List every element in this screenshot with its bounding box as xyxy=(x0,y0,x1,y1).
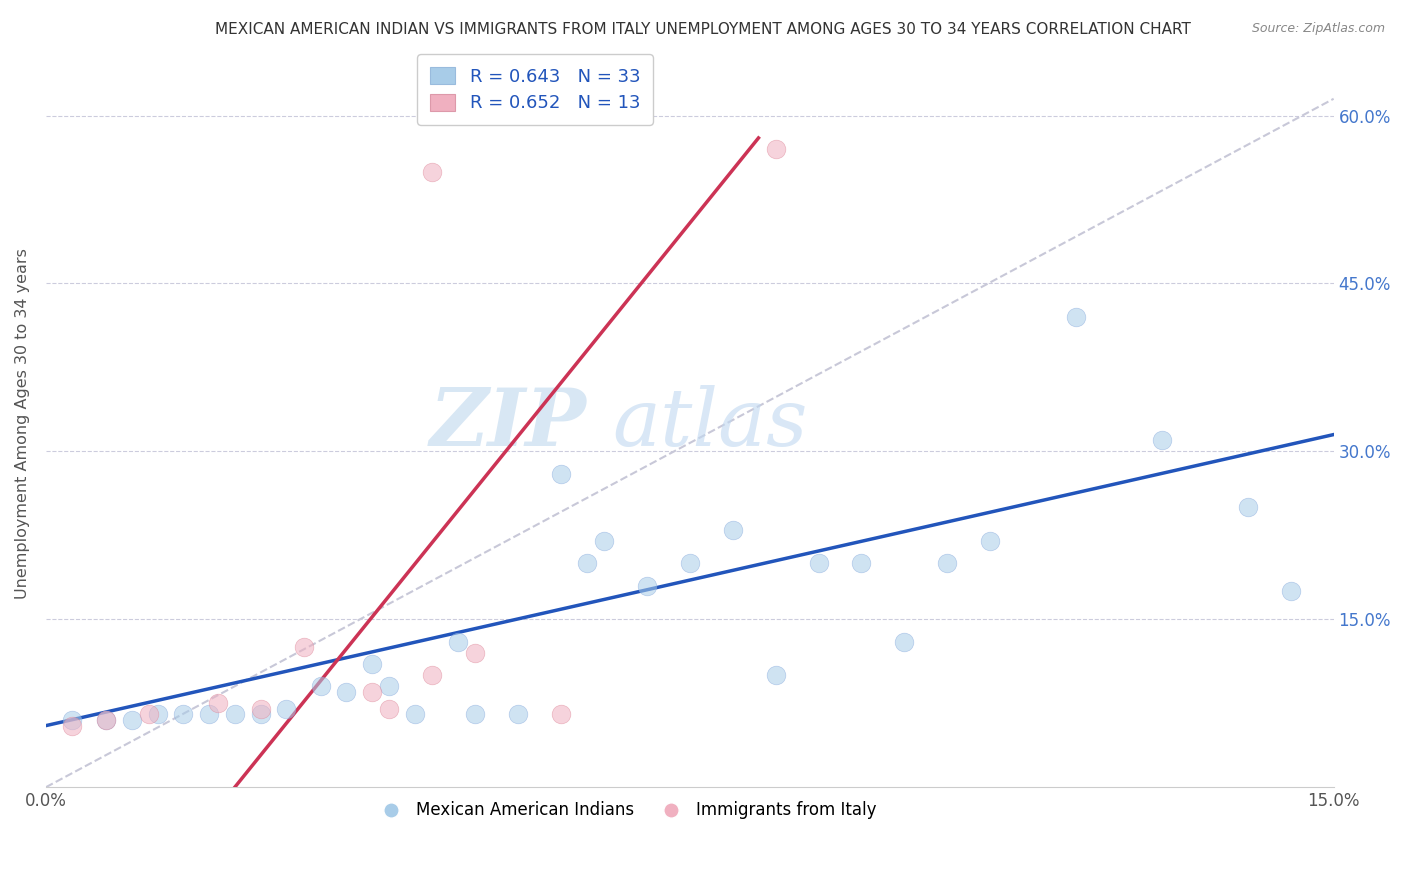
Point xyxy=(249,702,271,716)
Point xyxy=(309,680,332,694)
Point xyxy=(851,557,873,571)
Point xyxy=(1279,584,1302,599)
Point xyxy=(207,696,229,710)
Point xyxy=(378,702,401,716)
Point xyxy=(679,557,702,571)
Point xyxy=(464,707,486,722)
Point xyxy=(550,467,572,481)
Point xyxy=(138,707,160,722)
Point xyxy=(1064,310,1087,324)
Point xyxy=(1150,433,1173,447)
Point xyxy=(404,707,426,722)
Point xyxy=(593,533,616,548)
Point xyxy=(936,557,959,571)
Point xyxy=(60,718,83,732)
Point xyxy=(378,680,401,694)
Point xyxy=(420,668,443,682)
Point xyxy=(60,713,83,727)
Text: ZIP: ZIP xyxy=(430,384,586,462)
Text: Source: ZipAtlas.com: Source: ZipAtlas.com xyxy=(1251,22,1385,36)
Point xyxy=(807,557,830,571)
Y-axis label: Unemployment Among Ages 30 to 34 years: Unemployment Among Ages 30 to 34 years xyxy=(15,248,30,599)
Point xyxy=(575,557,598,571)
Point xyxy=(172,707,194,722)
Point xyxy=(146,707,169,722)
Point xyxy=(893,634,915,648)
Point xyxy=(464,646,486,660)
Point xyxy=(550,707,572,722)
Point xyxy=(335,685,357,699)
Point xyxy=(276,702,298,716)
Point xyxy=(765,668,787,682)
Point xyxy=(361,685,384,699)
Point xyxy=(198,707,221,722)
Point xyxy=(979,533,1001,548)
Point xyxy=(420,164,443,178)
Legend: Mexican American Indians, Immigrants from Italy: Mexican American Indians, Immigrants fro… xyxy=(368,795,883,826)
Point xyxy=(249,707,271,722)
Point xyxy=(765,142,787,156)
Point xyxy=(447,634,470,648)
Point xyxy=(121,713,143,727)
Point xyxy=(224,707,246,722)
Point xyxy=(94,713,117,727)
Text: MEXICAN AMERICAN INDIAN VS IMMIGRANTS FROM ITALY UNEMPLOYMENT AMONG AGES 30 TO 3: MEXICAN AMERICAN INDIAN VS IMMIGRANTS FR… xyxy=(215,22,1191,37)
Point xyxy=(361,657,384,671)
Point xyxy=(1236,500,1258,515)
Point xyxy=(94,713,117,727)
Point xyxy=(292,640,315,655)
Point xyxy=(636,579,658,593)
Text: atlas: atlas xyxy=(613,384,808,462)
Point xyxy=(721,523,744,537)
Point xyxy=(508,707,530,722)
